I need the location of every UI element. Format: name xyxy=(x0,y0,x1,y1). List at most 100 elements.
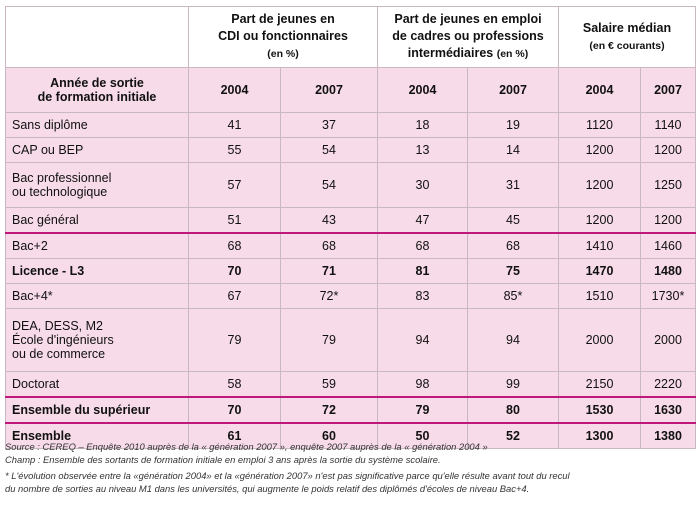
row-label-cell: Sans diplôme xyxy=(5,112,189,138)
value-cell: 75 xyxy=(467,258,559,284)
empty-corner-cell xyxy=(5,6,189,68)
salary-employment-table: Part de jeunes en CDI ou fonctionnaires … xyxy=(5,6,696,449)
value-cell: 1200 xyxy=(558,162,641,208)
value-cell: 68 xyxy=(280,232,378,259)
row-label-cell: CAP ou BEP xyxy=(5,137,189,163)
table-row: Bac+2 68 68 68 68 1410 1460 xyxy=(5,232,696,259)
value-cell: 72 xyxy=(280,396,378,424)
group-header-row: Part de jeunes en CDI ou fonctionnaires … xyxy=(5,6,696,68)
table-row: Licence - L3 70 71 81 75 1470 1480 xyxy=(5,258,696,284)
value-cell: 14 xyxy=(467,137,559,163)
table-row: Doctorat 58 59 98 99 2150 2220 xyxy=(5,371,696,398)
row-label-line2: de formation initiale xyxy=(37,90,157,104)
value-cell: 99 xyxy=(467,371,559,398)
row-label-cell: DEA, DESS, M2 École d'ingénieurs ou de com… xyxy=(5,308,189,372)
value-cell: 1410 xyxy=(558,232,641,259)
value-cell: 1200 xyxy=(558,137,641,163)
row-label-text: CAP ou BEP xyxy=(12,143,84,157)
group2-unit: (en %) xyxy=(496,48,529,60)
year-header: 2007 xyxy=(640,67,696,113)
value-cell: 2000 xyxy=(640,308,696,372)
row-label-cell: Bac+2 xyxy=(5,232,189,259)
row-label-text: Bac général xyxy=(12,213,79,227)
value-cell: 55 xyxy=(188,137,281,163)
year-header: 2004 xyxy=(558,67,641,113)
table-row: Sans diplôme 41 37 18 19 1120 1140 xyxy=(5,112,696,138)
value-cell: 58 xyxy=(188,371,281,398)
group3-unit: (en € courants) xyxy=(589,39,665,52)
footnote-line1: * L'évolution observée entre la «générat… xyxy=(5,470,570,481)
group2-title-line3: intermédiaires xyxy=(407,46,494,60)
value-cell: 79 xyxy=(377,396,468,424)
value-cell: 1630 xyxy=(640,396,696,424)
value-cell: 19 xyxy=(467,112,559,138)
value-cell: 72* xyxy=(280,283,378,309)
row-label-cell: Bac professionnel ou technologique xyxy=(5,162,189,208)
row-label-cell: Ensemble du supérieur xyxy=(5,396,189,424)
value-cell: 71 xyxy=(280,258,378,284)
value-cell: 98 xyxy=(377,371,468,398)
table-body: Sans diplôme 41 37 18 19 1120 1140 CAP ou BEP 55… xyxy=(5,112,696,449)
value-cell: 81 xyxy=(377,258,468,284)
value-cell: 83 xyxy=(377,283,468,309)
table-row: Bac général 51 43 47 45 1200 1200 xyxy=(5,207,696,234)
value-cell: 52 xyxy=(467,422,559,449)
value-cell: 37 xyxy=(280,112,378,138)
row-label-text: ou technologique xyxy=(12,185,108,199)
row-label-text: Ensemble xyxy=(12,429,72,443)
value-cell: 79 xyxy=(188,308,281,372)
value-cell: 54 xyxy=(280,137,378,163)
value-cell: 70 xyxy=(188,396,281,424)
value-cell: 67 xyxy=(188,283,281,309)
value-cell: 1200 xyxy=(640,137,696,163)
value-cell: 1380 xyxy=(640,422,696,449)
value-cell: 2000 xyxy=(558,308,641,372)
value-cell: 1480 xyxy=(640,258,696,284)
value-cell: 2150 xyxy=(558,371,641,398)
footnote-line2: du nombre de sorties au niveau M1 dans l… xyxy=(5,483,530,494)
group-header-cadres: Part de jeunes en emploi de cadres ou pr… xyxy=(377,6,559,68)
value-cell: 1250 xyxy=(640,162,696,208)
group-header-salaire: Salaire médian (en € courants) xyxy=(558,6,696,68)
group-header-cdi: Part de jeunes en CDI ou fonctionnaires … xyxy=(188,6,378,68)
value-cell: 94 xyxy=(377,308,468,372)
row-label-text: ou de commerce xyxy=(12,347,106,361)
value-cell: 79 xyxy=(280,308,378,372)
row-label-cell: Licence - L3 xyxy=(5,258,189,284)
value-cell: 51 xyxy=(188,207,281,234)
table-row: Ensemble 61 60 50 52 1300 1380 xyxy=(5,422,696,449)
value-cell: 70 xyxy=(188,258,281,284)
value-cell: 94 xyxy=(467,308,559,372)
value-cell: 59 xyxy=(280,371,378,398)
champ-note: Champ : Ensemble des sortants de formati… xyxy=(5,454,441,465)
group1-title-line1: Part de jeunes en xyxy=(231,12,335,26)
row-label-text: Bac+4* xyxy=(12,289,53,303)
notes: Source : CEREQ – Enquête 2010 auprès de … xyxy=(5,440,695,495)
row-label-line1: Année de sortie xyxy=(50,76,144,90)
value-cell: 45 xyxy=(467,207,559,234)
row-label-text: Ensemble du supérieur xyxy=(12,403,151,417)
value-cell: 60 xyxy=(280,422,378,449)
value-cell: 41 xyxy=(188,112,281,138)
row-label-text: Sans diplôme xyxy=(12,118,88,132)
table-row: CAP ou BEP 55 54 13 14 1200 1200 xyxy=(5,137,696,163)
value-cell: 1200 xyxy=(558,207,641,234)
value-cell: 43 xyxy=(280,207,378,234)
row-label-text: Bac+2 xyxy=(12,239,48,253)
value-cell: 68 xyxy=(377,232,468,259)
table-row: Bac+4* 67 72* 83 85* 1510 1730* xyxy=(5,283,696,309)
group1-title-line2: CDI ou fonctionnaires xyxy=(218,29,348,43)
value-cell: 18 xyxy=(377,112,468,138)
row-label-cell: Bac général xyxy=(5,207,189,234)
value-cell: 1120 xyxy=(558,112,641,138)
row-label-text: Bac professionnel xyxy=(12,171,112,185)
group1-unit: (en %) xyxy=(267,48,299,60)
row-label-text: DEA, DESS, M2 xyxy=(12,319,103,333)
value-cell: 31 xyxy=(467,162,559,208)
value-cell: 1460 xyxy=(640,232,696,259)
value-cell: 68 xyxy=(188,232,281,259)
row-label-text: Licence - L3 xyxy=(12,264,85,278)
value-cell: 47 xyxy=(377,207,468,234)
row-label-header: Année de sortie de formation initiale xyxy=(5,67,189,113)
